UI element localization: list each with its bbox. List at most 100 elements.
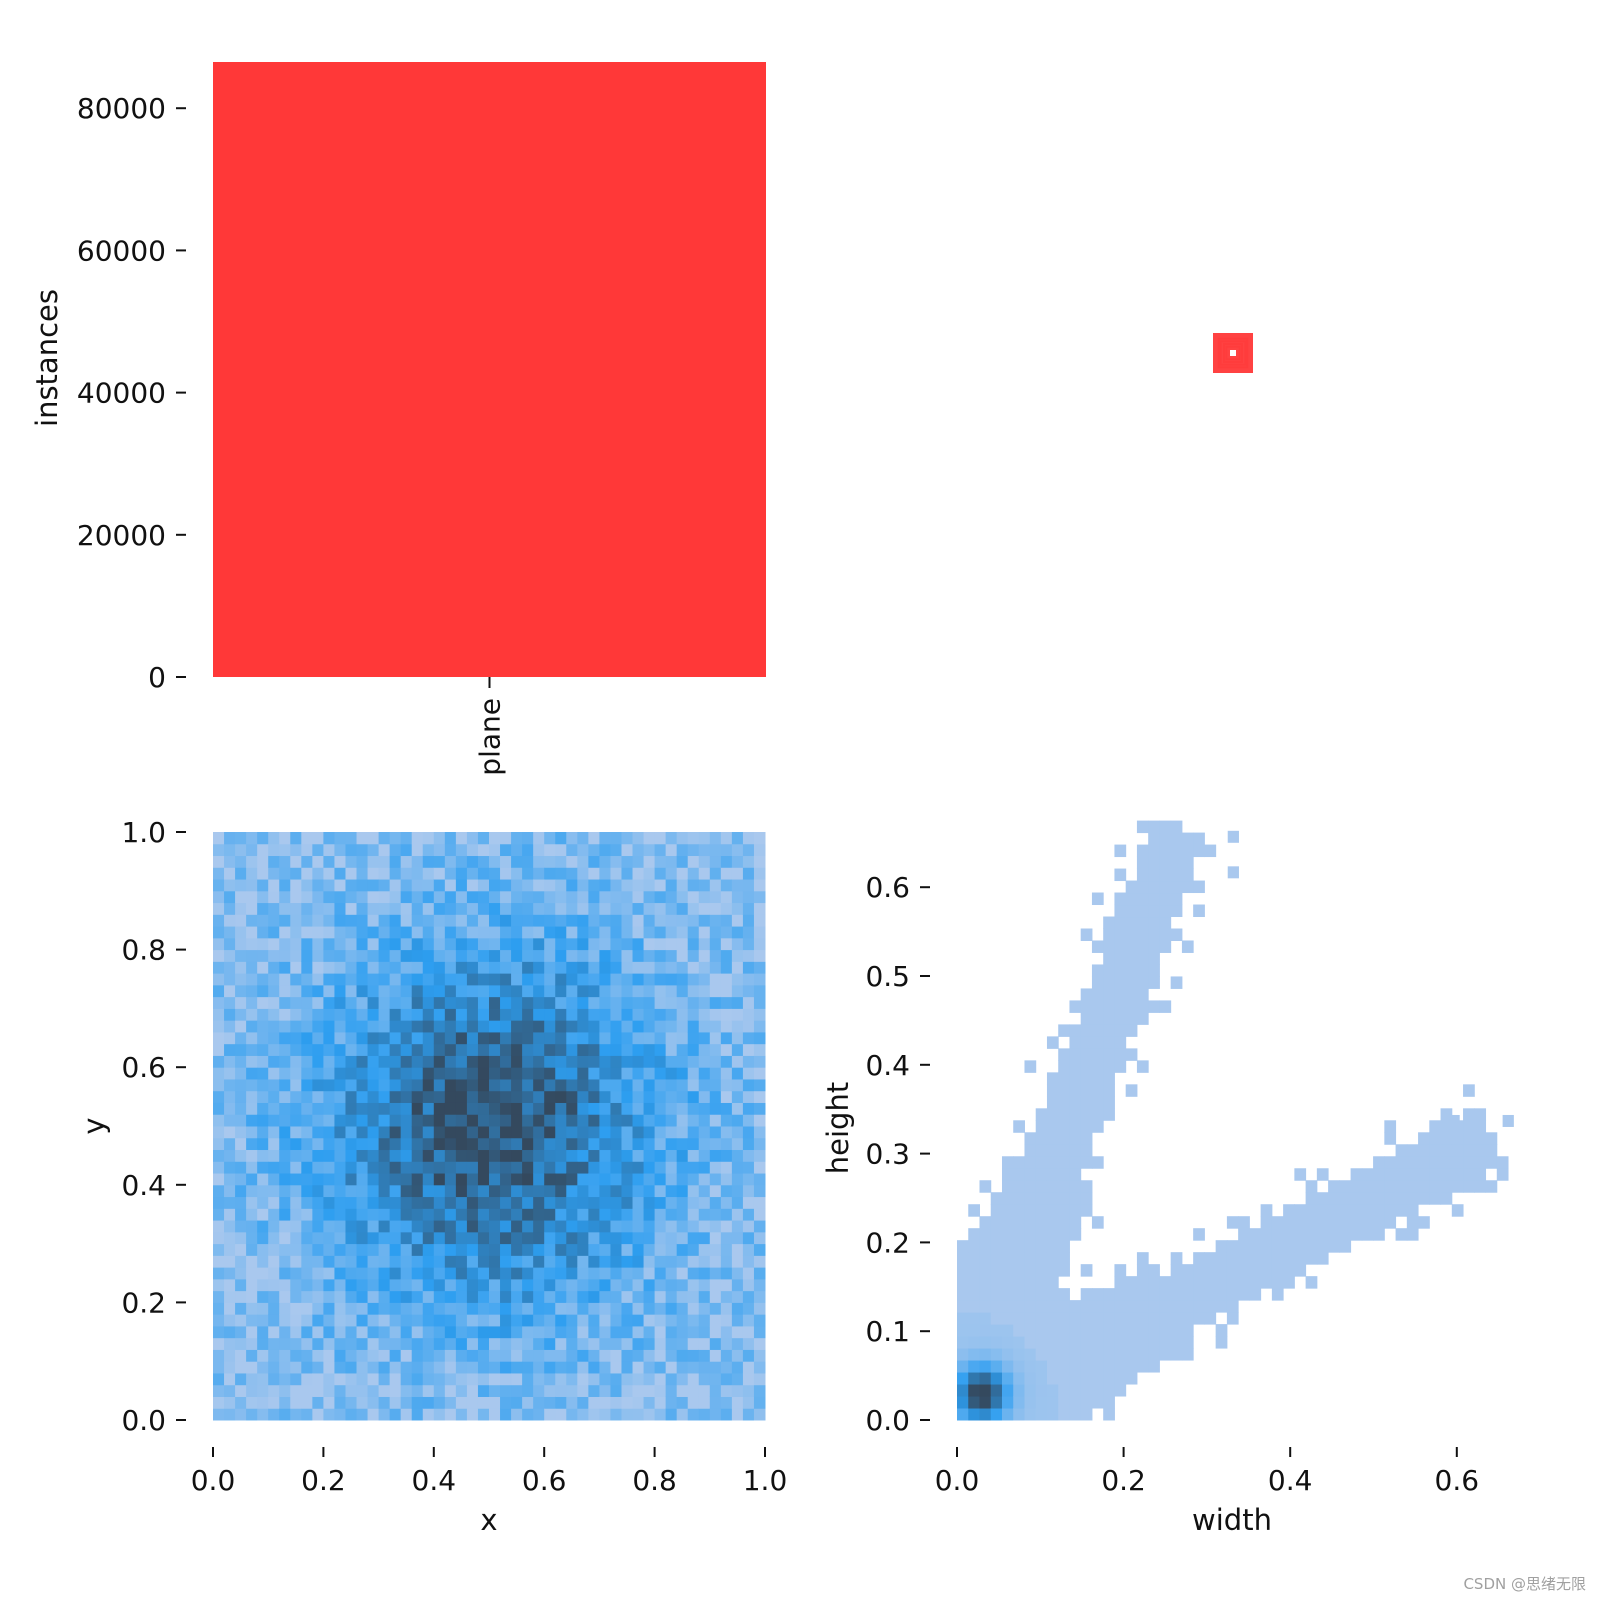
heatmap-cell bbox=[588, 1267, 600, 1280]
heatmap-cell bbox=[312, 1314, 324, 1327]
heatmap-cell bbox=[665, 996, 678, 1009]
heatmap-cell bbox=[1091, 976, 1104, 989]
heatmap-cell bbox=[213, 1349, 225, 1362]
heatmap-cell bbox=[433, 843, 446, 857]
heatmap-cell bbox=[687, 1396, 700, 1409]
heatmap-cell bbox=[632, 902, 645, 915]
heatmap-cell bbox=[1103, 1300, 1115, 1313]
heatmap-cell bbox=[290, 1231, 302, 1245]
heatmap-cell bbox=[1058, 1216, 1070, 1229]
heatmap-cell bbox=[1125, 988, 1138, 1001]
heatmap-cell bbox=[334, 1102, 346, 1115]
heatmap-cell bbox=[356, 1137, 369, 1151]
heatmap-cell bbox=[257, 1173, 269, 1186]
heatmap-cell bbox=[511, 867, 523, 880]
heatmap-cell bbox=[1091, 1156, 1104, 1169]
heatmap-cell bbox=[990, 1192, 1003, 1205]
heatmap-cell bbox=[213, 1243, 225, 1256]
heatmap-cell bbox=[279, 973, 291, 986]
heatmap-cell bbox=[709, 1137, 722, 1151]
heatmap-cell bbox=[345, 1302, 358, 1315]
heatmap-cell bbox=[422, 1020, 435, 1033]
heatmap-cell bbox=[411, 926, 424, 939]
heatmap-cell bbox=[709, 961, 722, 974]
heatmap-cell bbox=[1069, 1132, 1082, 1145]
heatmap-cell bbox=[566, 1384, 578, 1397]
heatmap-cell bbox=[632, 1137, 645, 1151]
heatmap-cell bbox=[511, 1302, 523, 1315]
heatmap-cell bbox=[753, 1255, 766, 1268]
heatmap-cell bbox=[676, 1220, 689, 1233]
heatmap-cell bbox=[1148, 928, 1160, 941]
heatmap-cell bbox=[389, 1161, 402, 1174]
heatmap-cell bbox=[1226, 1264, 1239, 1277]
heatmap-cell bbox=[1361, 1168, 1374, 1181]
heatmap-cell bbox=[566, 832, 578, 845]
heatmap-cell bbox=[466, 1384, 479, 1397]
heatmap-cell bbox=[1035, 1312, 1048, 1325]
heatmap-cell bbox=[246, 1078, 258, 1092]
heatmap-cell bbox=[522, 1384, 534, 1397]
heatmap-cell bbox=[489, 1243, 501, 1256]
heatmap-cell bbox=[1024, 1348, 1037, 1361]
heatmap-cell bbox=[621, 879, 634, 892]
heatmap-cell bbox=[444, 1043, 457, 1056]
heatmap-cell bbox=[1103, 964, 1115, 977]
heatmap-cell bbox=[577, 1020, 589, 1033]
heatmap-cell bbox=[676, 1325, 689, 1339]
heatmap-cell bbox=[544, 1290, 556, 1303]
heatmap-cell bbox=[522, 1337, 534, 1350]
heatmap-cell bbox=[1114, 928, 1127, 941]
heatmap-cell bbox=[323, 914, 335, 927]
heatmap-cell bbox=[522, 890, 534, 904]
heatmap-cell bbox=[235, 1090, 247, 1103]
heatmap-cell bbox=[533, 1173, 545, 1186]
heatmap-cell bbox=[279, 1372, 291, 1386]
heatmap-cell bbox=[632, 1337, 645, 1350]
heatmap-cell bbox=[279, 1078, 291, 1092]
heatmap-cell bbox=[1069, 1216, 1082, 1229]
heatmap-cell bbox=[566, 1008, 578, 1021]
heatmap-cell bbox=[455, 1161, 468, 1174]
heatmap-cell bbox=[1440, 1192, 1453, 1205]
heatmap-cell bbox=[279, 1090, 291, 1103]
heatmap-cell bbox=[1294, 1252, 1307, 1265]
heatmap-cell bbox=[235, 855, 247, 868]
heatmap-cell bbox=[400, 973, 413, 986]
heatmap-cell bbox=[676, 1055, 689, 1068]
heatmap-cell bbox=[290, 855, 302, 868]
heatmap-cell bbox=[279, 984, 291, 998]
heatmap-cell bbox=[698, 1196, 711, 1209]
heatmap-cell bbox=[753, 961, 766, 974]
heatmap-cell bbox=[979, 1228, 992, 1241]
heatmap-cell bbox=[345, 1267, 358, 1280]
heatmap-cell bbox=[1136, 1276, 1149, 1289]
heatmap-cell bbox=[1136, 928, 1149, 941]
heatmap-cell bbox=[444, 1184, 457, 1198]
heatmap-cell bbox=[588, 1302, 600, 1315]
x-axis-label: x bbox=[480, 1503, 497, 1537]
heatmap-cell bbox=[268, 879, 280, 892]
heatmap-cell bbox=[246, 1384, 258, 1397]
heatmap-cell bbox=[577, 902, 589, 915]
heatmap-cell bbox=[411, 914, 424, 927]
heatmap-cell bbox=[356, 1220, 369, 1233]
heatmap-cell bbox=[477, 1290, 490, 1303]
heatmap-cell bbox=[511, 984, 523, 998]
heatmap-cell bbox=[665, 843, 678, 857]
y-tick-label: 0.0 bbox=[865, 1404, 910, 1437]
heatmap-cell bbox=[676, 879, 689, 892]
heatmap-cell bbox=[1058, 1168, 1070, 1181]
heatmap-cell bbox=[323, 1196, 335, 1209]
heatmap-cell bbox=[444, 1078, 457, 1092]
heatmap-cell bbox=[455, 937, 468, 951]
heatmap-cell bbox=[1024, 1372, 1037, 1385]
heatmap-cell bbox=[1271, 1228, 1284, 1241]
heatmap-cell bbox=[555, 1337, 567, 1350]
heatmap-cell bbox=[687, 914, 700, 927]
heatmap-cell bbox=[356, 855, 369, 868]
heatmap-cell bbox=[466, 937, 479, 951]
heatmap-cell bbox=[1058, 1084, 1070, 1097]
heatmap-cell bbox=[500, 1231, 512, 1245]
heatmap-cell bbox=[968, 1264, 980, 1277]
